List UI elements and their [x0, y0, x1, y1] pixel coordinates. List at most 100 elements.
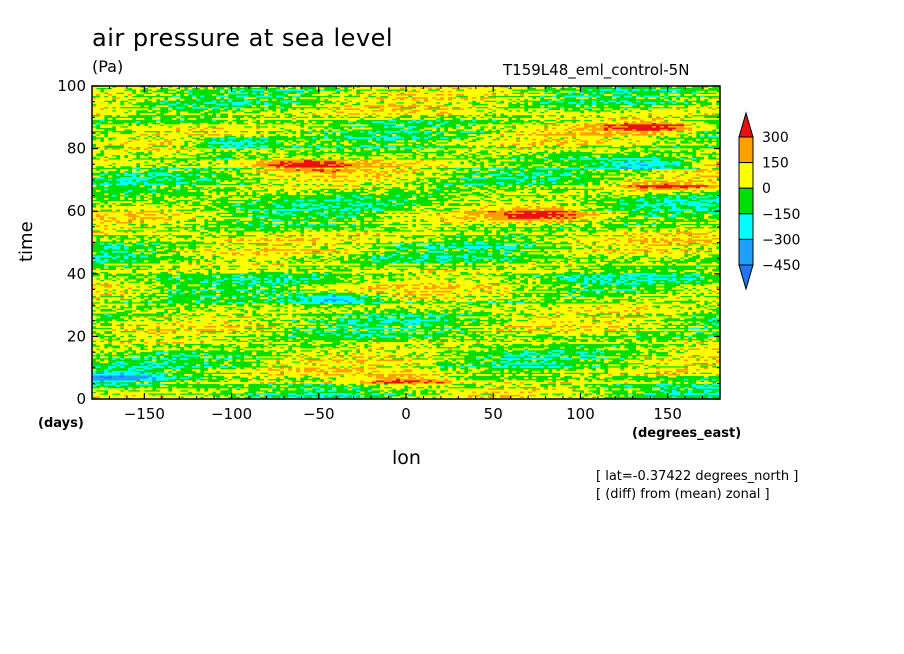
field-cell — [692, 170, 705, 173]
field-cell — [656, 207, 661, 210]
field-cell — [368, 170, 373, 173]
field-cell — [676, 138, 685, 141]
field-cell — [344, 150, 353, 152]
field-cell — [268, 250, 313, 253]
field-cell — [156, 236, 161, 239]
field-cell — [160, 130, 165, 133]
field-cell — [372, 113, 377, 116]
field-cell — [620, 202, 629, 205]
field-cell — [600, 241, 629, 244]
field-cell — [140, 113, 157, 116]
field-cell — [108, 156, 117, 159]
field-cell — [704, 158, 709, 160]
field-cell — [468, 95, 481, 98]
field-cell — [452, 113, 485, 116]
field-cell — [324, 170, 333, 173]
field-cell — [604, 239, 609, 242]
field-cell — [172, 273, 181, 276]
field-cell — [168, 214, 173, 216]
field-cell — [408, 170, 413, 173]
field-cell — [292, 282, 297, 285]
field-cell — [448, 127, 453, 130]
field-cell — [216, 183, 221, 186]
field-cell — [220, 146, 225, 149]
field-cell — [264, 90, 269, 93]
field-cell — [148, 143, 157, 146]
field-cell — [200, 250, 213, 253]
field-cell — [632, 142, 653, 144]
field-cell — [304, 90, 309, 93]
field-cell — [432, 97, 437, 100]
field-cell — [648, 281, 657, 284]
field-cell — [396, 279, 401, 282]
field-cell — [508, 254, 513, 256]
field-cell — [376, 113, 389, 116]
field-cell — [552, 199, 557, 202]
field-cell — [300, 290, 321, 293]
field-cell — [556, 212, 589, 215]
field-cell — [472, 218, 477, 221]
field-cell — [648, 250, 653, 253]
field-cell — [536, 186, 541, 189]
field-cell — [632, 249, 649, 252]
field-cell — [360, 287, 365, 290]
field-cell — [136, 98, 145, 101]
field-cell — [140, 164, 145, 167]
field-cell — [336, 169, 341, 172]
field-cell — [444, 185, 449, 188]
field-cell — [376, 276, 381, 279]
field-cell — [184, 255, 189, 258]
field-cell — [432, 105, 437, 108]
field-cell — [488, 228, 501, 231]
field-cell — [116, 174, 121, 176]
field-cell — [316, 87, 325, 90]
field-cell — [452, 242, 457, 245]
field-cell — [528, 262, 537, 264]
field-cell — [104, 172, 109, 175]
field-cell — [632, 281, 637, 284]
field-cell — [612, 161, 625, 164]
field-cell — [424, 218, 441, 221]
field-cell — [496, 247, 501, 250]
field-cell — [124, 145, 153, 148]
field-cell — [696, 183, 705, 186]
field-cell — [176, 282, 181, 285]
field-cell — [92, 164, 109, 167]
field-cell — [232, 247, 237, 250]
field-cell — [708, 145, 713, 148]
field-cell — [136, 198, 141, 200]
field-cell — [468, 98, 481, 101]
field-cell — [144, 244, 149, 247]
field-cell — [292, 113, 305, 116]
field-cell — [212, 271, 217, 274]
field-cell — [464, 114, 469, 117]
field-cell — [684, 274, 693, 277]
field-cell — [176, 289, 181, 292]
field-cell — [560, 106, 565, 109]
field-cell — [588, 140, 597, 143]
field-cell — [712, 102, 717, 104]
field-cell — [564, 116, 573, 119]
field-cell — [336, 132, 341, 135]
field-cell — [668, 126, 685, 128]
field-cell — [144, 209, 161, 212]
field-cell — [172, 217, 193, 220]
field-cell — [560, 226, 565, 229]
field-cell — [232, 278, 253, 280]
field-cell — [164, 202, 169, 205]
field-cell — [236, 111, 245, 114]
field-cell — [176, 94, 181, 96]
field-cell — [572, 140, 577, 143]
field-cell — [220, 236, 229, 239]
field-cell — [92, 151, 101, 154]
field-cell — [388, 156, 405, 159]
field-cell — [484, 164, 489, 167]
field-cell — [500, 252, 505, 255]
field-cell — [700, 263, 720, 266]
field-cell — [160, 98, 165, 101]
field-cell — [460, 196, 485, 199]
field-cell — [352, 273, 357, 276]
field-cell — [132, 87, 145, 90]
field-cell — [644, 102, 657, 104]
field-cell — [292, 103, 297, 106]
